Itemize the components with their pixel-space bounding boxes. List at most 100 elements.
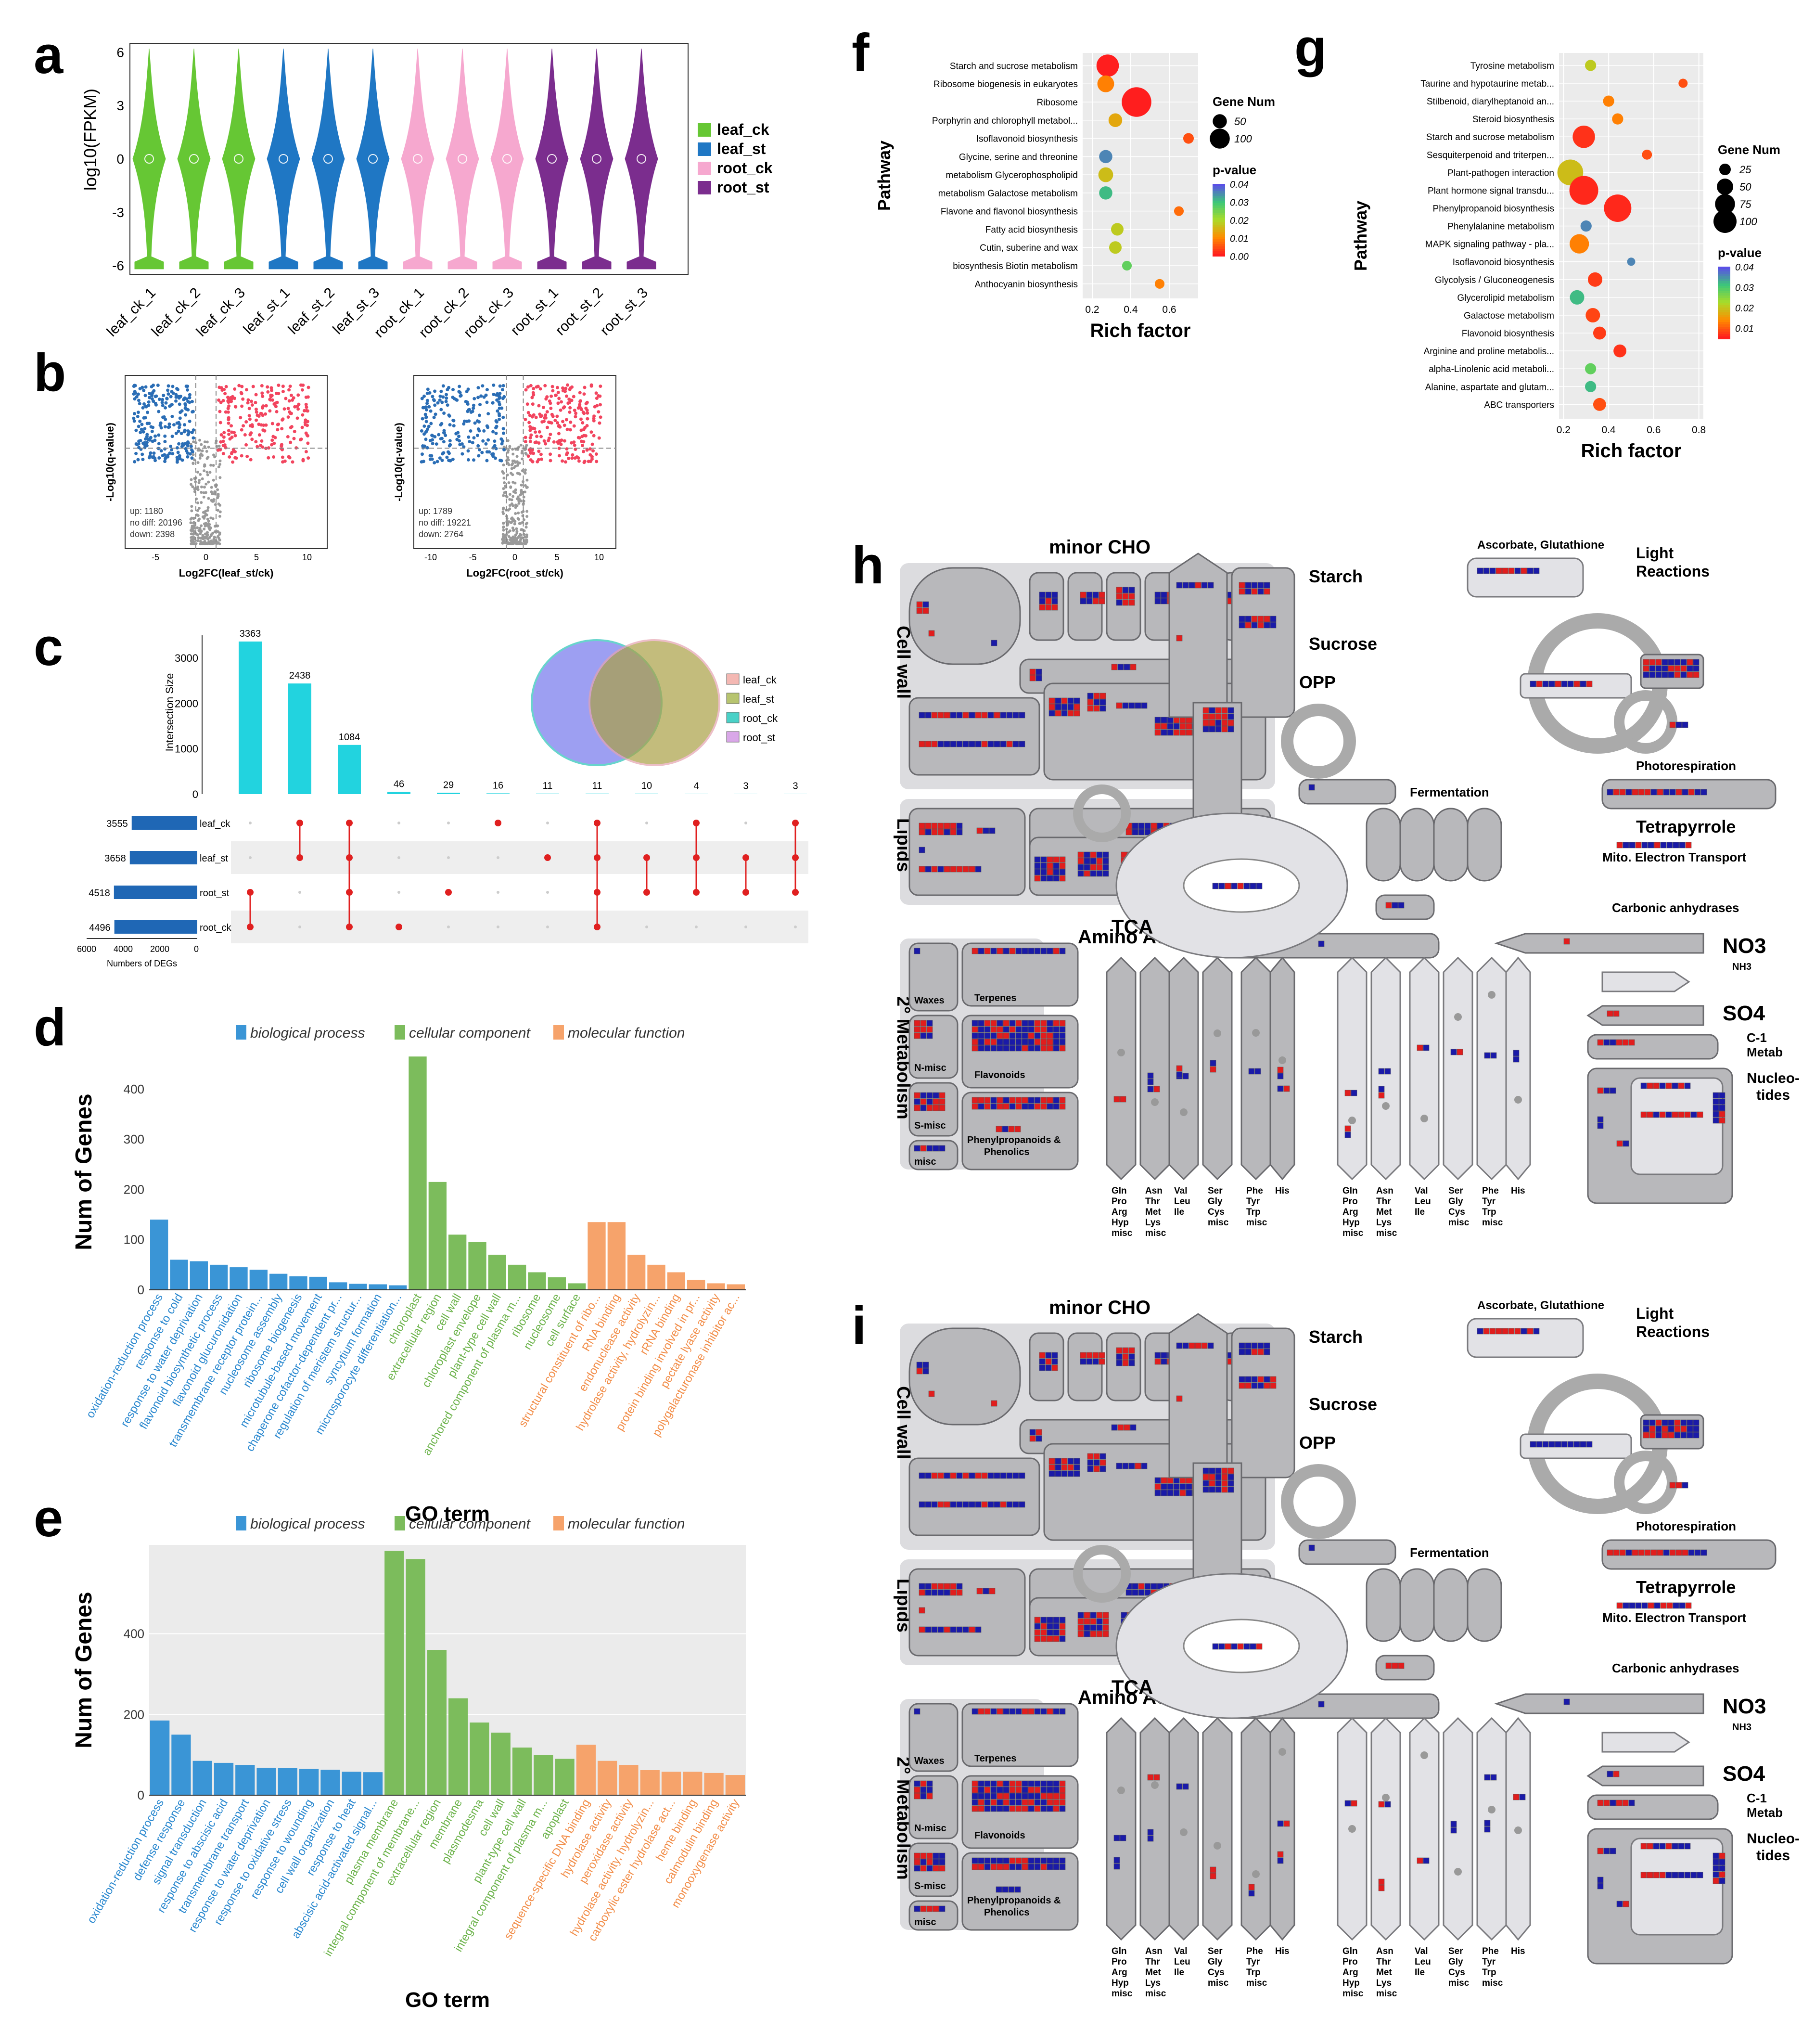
- volcano-point-nodiff: [524, 490, 527, 494]
- mapman-label-c1: C-1: [1747, 1030, 1767, 1045]
- mapman-aa-label: Lys: [1145, 1218, 1161, 1228]
- volcano-point-nodiff: [206, 509, 209, 512]
- volcano-xtick: 5: [554, 553, 559, 562]
- mapman-gene-tile: [1074, 697, 1080, 704]
- violin-median-leaf_ck_3: [234, 154, 243, 164]
- mapman-aa-label: Pro: [1342, 1957, 1358, 1967]
- mapman-aa-label: Trp: [1246, 1207, 1261, 1217]
- bubble-p-gradient: [1718, 281, 1730, 284]
- volcano-point-up: [217, 448, 220, 452]
- mapman-gene-tile: [1144, 823, 1151, 829]
- volcano-point-down: [473, 421, 477, 425]
- mapman-gene-tile: [926, 1092, 933, 1099]
- mapman-gene-tile: [1674, 1432, 1681, 1439]
- volcano-point-down: [136, 392, 140, 396]
- mapman-aa-label: Pro: [1112, 1196, 1127, 1207]
- volcano-point-up: [587, 460, 590, 463]
- volcano-point-down: [422, 394, 426, 398]
- volcano-point-up: [222, 435, 226, 439]
- volcano-point-up: [275, 391, 279, 395]
- volcano-point-down: [438, 398, 442, 402]
- mapman-gene-tile: [1077, 851, 1084, 858]
- mapman-gene-tile: [1212, 883, 1219, 889]
- upset-dot: [645, 822, 648, 824]
- mapman-gene-tile: [1490, 1052, 1497, 1059]
- volcano-point-nodiff: [204, 532, 207, 536]
- volcano-point-nodiff: [190, 532, 193, 536]
- volcano-point-nodiff: [511, 504, 515, 507]
- mapman-gene-tile: [984, 1799, 991, 1806]
- volcano-point-down: [466, 402, 470, 406]
- bubble-ylabel: Pathway: [1351, 201, 1370, 271]
- mapman-aa-label: misc: [1112, 1989, 1133, 1999]
- volcano-point-down: [182, 398, 186, 401]
- volcano-point-nodiff: [190, 505, 193, 508]
- mapman-gene-tile: [1080, 1358, 1086, 1365]
- volcano-point-up: [531, 426, 535, 430]
- volcano-point-up: [534, 430, 537, 434]
- mapman-gene-tile: [933, 1145, 939, 1152]
- mapman-gene-tile: [914, 1708, 920, 1715]
- volcano-point-down: [132, 385, 136, 388]
- volcano-point-down: [178, 402, 181, 406]
- mapman-gene-tile: [1022, 1032, 1028, 1039]
- mapman-gene-tile: [990, 1032, 997, 1039]
- volcano-point-down: [141, 430, 145, 434]
- mapman-starch-shape: [1168, 1313, 1228, 1478]
- mapman-gene-tile: [971, 1793, 978, 1800]
- volcano-point-nodiff: [525, 514, 529, 518]
- volcano-point-down: [432, 415, 436, 419]
- volcano-point-up: [550, 421, 553, 425]
- mapman-gene-tile: [971, 1708, 978, 1715]
- volcano-point-nodiff: [210, 492, 214, 496]
- mapman-aa-label: Ile: [1415, 1207, 1425, 1217]
- violin-xlabel: leaf_ck_2: [149, 285, 204, 340]
- mapman-gene-tile: [975, 1626, 982, 1633]
- bubble-point: [1570, 290, 1585, 305]
- go-bar: [647, 1264, 665, 1290]
- bubble-p-gradient: [1213, 230, 1225, 232]
- mapman-gene-tile: [1668, 1426, 1674, 1432]
- volcano-point-nodiff: [195, 497, 198, 501]
- upset-dot: [693, 889, 700, 896]
- mapman-gene-tile: [1048, 1464, 1055, 1471]
- mapman-gene-tile: [1688, 789, 1695, 796]
- go-legend-swatch: [236, 1025, 246, 1040]
- bubble-pathway-label: Cutin, suberine and wax: [980, 243, 1078, 253]
- mapman-gene-tile: [1074, 1458, 1080, 1465]
- volcano-point-up: [537, 450, 541, 453]
- mapman-gene-tile: [1034, 1045, 1041, 1052]
- volcano-point-nodiff: [212, 538, 216, 541]
- volcano-point-up: [582, 450, 586, 453]
- mapman-gene-tile: [1654, 842, 1661, 848]
- mapman-aa-label: His: [1275, 1946, 1290, 1956]
- volcano-point-down: [422, 424, 426, 428]
- volcano-point-down: [146, 411, 150, 414]
- mapman-gene-tile: [1059, 1032, 1066, 1039]
- mapman-gene-tile: [1092, 1358, 1099, 1365]
- mapman-gene-tile: [1209, 726, 1215, 733]
- mapman-gene-tile: [1053, 875, 1060, 882]
- mapman-gene-tile: [1173, 729, 1180, 736]
- volcano-point-down: [161, 404, 165, 408]
- mapman-gene-tile: [1251, 622, 1258, 629]
- mapman-gene-tile: [1019, 712, 1025, 719]
- volcano-point-down: [184, 447, 188, 450]
- volcano-point-nodiff: [218, 510, 222, 514]
- volcano-point-nodiff: [199, 540, 202, 543]
- volcano-point-down: [480, 450, 484, 454]
- mapman-label-minor-cho: minor CHO: [1049, 1297, 1150, 1318]
- volcano-point-up: [552, 440, 556, 444]
- upset-bar-label: 3: [743, 781, 748, 792]
- mapman-gene-tile: [1019, 1472, 1025, 1479]
- legend-label: root_st: [717, 179, 769, 196]
- upset-row-band: [231, 911, 808, 943]
- upset-ytick: 0: [192, 788, 198, 800]
- mapman-gene-tile: [1351, 1090, 1357, 1096]
- mapman-gene-tile: [950, 1472, 957, 1479]
- volcano-point-down: [159, 449, 163, 453]
- mapman-gene-tile: [920, 1852, 927, 1859]
- mapman-label-tides: tides: [1756, 1087, 1790, 1103]
- mapman-gene-tile: [920, 1105, 927, 1111]
- volcano-point-up: [592, 419, 596, 423]
